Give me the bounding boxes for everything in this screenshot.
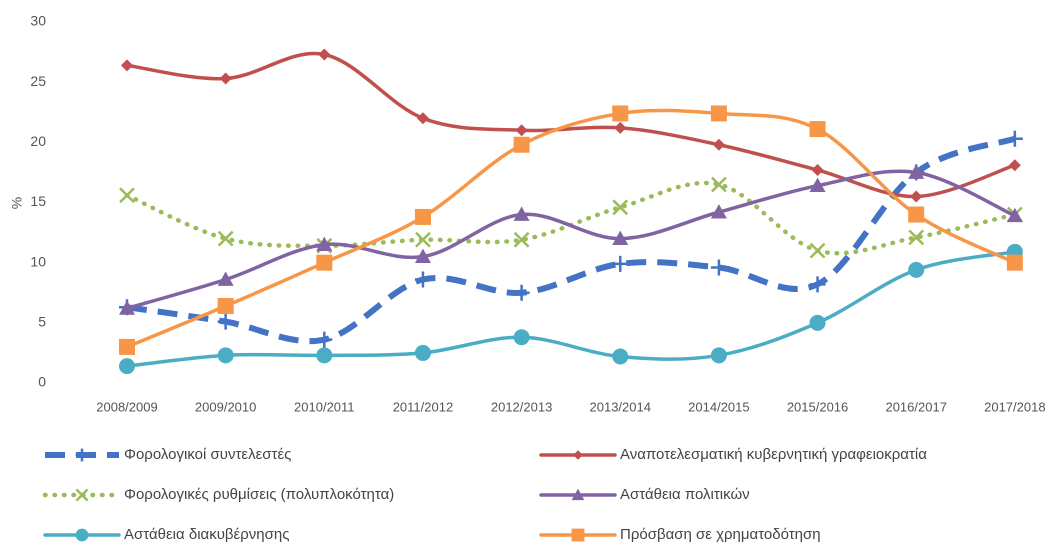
point <box>710 105 727 122</box>
x-tick-label: 2008/2009 <box>96 399 157 414</box>
point <box>75 488 89 502</box>
point <box>614 121 627 134</box>
point <box>571 528 585 542</box>
x-tick-label: 2012/2013 <box>491 399 552 414</box>
point <box>811 164 824 177</box>
point <box>121 59 133 72</box>
point <box>1006 130 1023 147</box>
point <box>612 255 629 272</box>
series-line <box>125 169 1017 311</box>
legend-label: Φορολογικές ρυθμίσεις (πολυπλοκότητα) <box>124 486 394 503</box>
point <box>316 331 333 348</box>
x-tick-label: 2014/2015 <box>688 399 749 414</box>
point <box>809 314 826 331</box>
legend-label: Αστάθεια διακυβέρνησης <box>124 526 289 543</box>
point <box>119 187 135 204</box>
point <box>513 329 530 346</box>
point <box>217 230 234 247</box>
point <box>710 259 727 276</box>
y-axis-label: % <box>9 197 25 209</box>
point <box>513 231 530 248</box>
point <box>217 271 234 286</box>
point <box>711 176 727 193</box>
point <box>809 177 826 193</box>
series-line <box>124 180 1018 256</box>
point <box>318 48 331 61</box>
point <box>1006 254 1023 271</box>
point <box>908 164 925 179</box>
series-line <box>125 250 1017 368</box>
y-tick-label: 20 <box>30 133 46 149</box>
legend-label: Αστάθεια πολιτικών <box>620 486 750 503</box>
point <box>809 121 826 138</box>
point <box>217 313 234 330</box>
point <box>119 300 135 315</box>
point <box>710 347 727 364</box>
point <box>612 230 629 245</box>
point <box>75 448 89 462</box>
x-tick-label: 2017/2018 <box>984 399 1045 414</box>
y-tick-label: 30 <box>30 13 46 29</box>
point <box>513 206 530 221</box>
point <box>573 450 583 460</box>
legend-label: Αναποτελεσματική κυβερνητική γραφειοκρατ… <box>620 446 927 463</box>
point <box>415 231 431 248</box>
point <box>217 297 234 314</box>
legend-label: Φορολογικοί συντελεστές <box>124 446 291 463</box>
x-tick-label: 2016/2017 <box>885 399 946 414</box>
point <box>414 344 431 361</box>
y-tick-label: 10 <box>30 253 46 269</box>
point <box>612 348 629 365</box>
point <box>1008 159 1021 172</box>
point <box>612 199 629 216</box>
legend-label: Πρόσβαση σε χρηματοδότηση <box>620 526 821 543</box>
point <box>1006 207 1023 223</box>
x-tick-label: 2011/2012 <box>393 399 454 414</box>
point <box>414 208 431 225</box>
point <box>75 528 89 542</box>
point <box>612 105 629 122</box>
point <box>908 261 925 278</box>
point <box>513 284 530 301</box>
point <box>316 254 333 271</box>
series-line <box>125 108 1017 349</box>
point <box>414 248 431 264</box>
point <box>908 229 925 246</box>
point <box>809 276 826 293</box>
point <box>414 271 431 288</box>
x-tick-label: 2010/2011 <box>294 399 355 414</box>
point <box>712 138 725 151</box>
y-tick-label: 25 <box>30 73 46 89</box>
point <box>219 72 232 85</box>
point <box>217 347 234 364</box>
y-tick-label: 0 <box>38 374 46 390</box>
point <box>316 347 333 364</box>
point <box>513 136 530 153</box>
point <box>515 124 528 137</box>
point <box>571 488 585 501</box>
x-tick-label: 2015/2016 <box>787 399 848 414</box>
y-tick-label: 15 <box>30 193 46 209</box>
point <box>910 190 923 203</box>
y-tick-label: 5 <box>38 314 46 330</box>
x-tick-label: 2013/2014 <box>590 399 651 414</box>
x-tick-label: 2009/2010 <box>195 399 256 414</box>
point <box>710 204 727 219</box>
point <box>119 338 135 355</box>
point <box>119 358 135 375</box>
series-line <box>125 51 1017 199</box>
point <box>908 206 925 223</box>
point <box>809 242 826 259</box>
series-line <box>126 135 1016 345</box>
point <box>416 112 429 125</box>
point <box>316 236 333 252</box>
